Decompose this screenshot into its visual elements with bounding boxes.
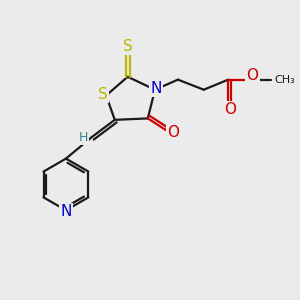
Text: N: N (60, 204, 72, 219)
Text: O: O (167, 125, 179, 140)
Text: S: S (98, 86, 108, 101)
Text: H: H (79, 130, 88, 144)
Text: CH₃: CH₃ (274, 75, 295, 85)
Text: O: O (224, 102, 236, 117)
Text: N: N (151, 81, 162, 96)
Text: O: O (247, 68, 259, 83)
Text: S: S (123, 39, 133, 54)
